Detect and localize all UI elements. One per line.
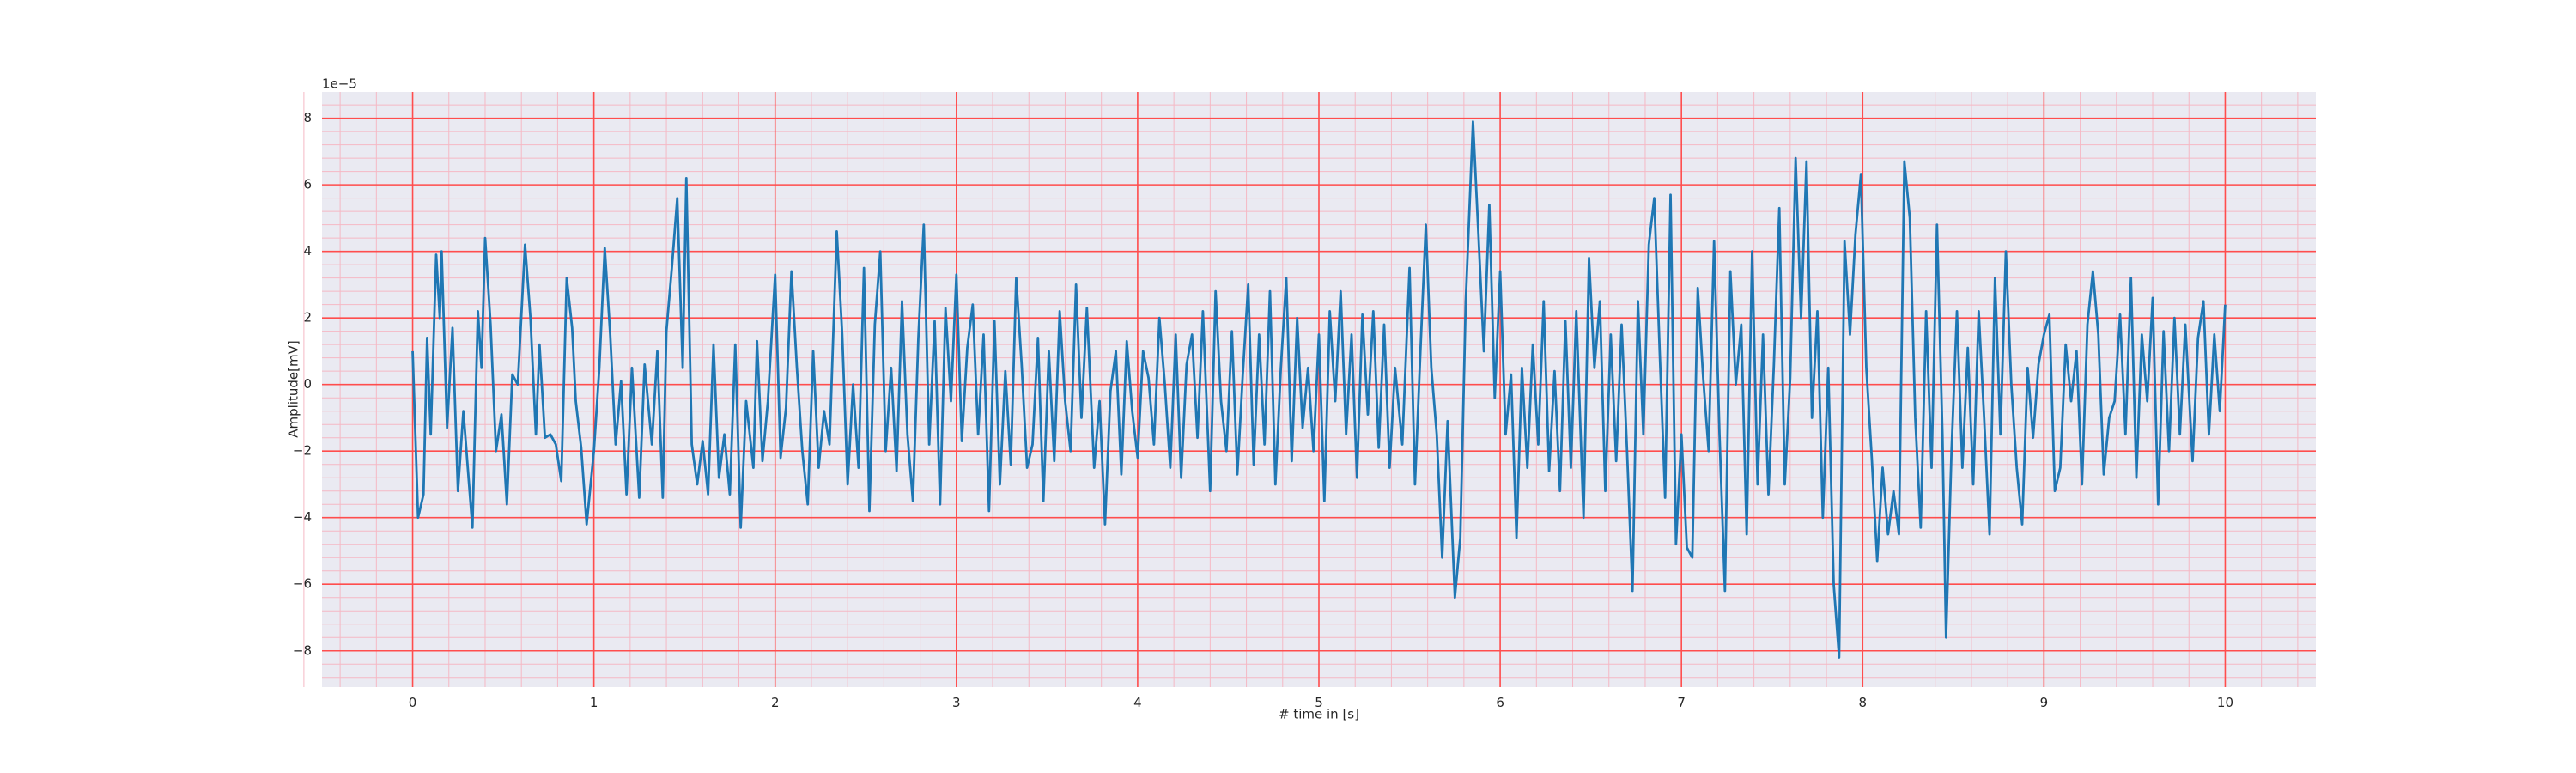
y-axis-label: Amplitude[mV] — [286, 340, 301, 437]
y-tick-label: 0 — [303, 376, 312, 392]
x-tick-label: 0 — [409, 695, 417, 710]
x-tick-label: 7 — [1677, 695, 1686, 710]
x-tick-label: 3 — [952, 695, 961, 710]
y-tick-label: −2 — [293, 443, 312, 459]
y-tick-label: 4 — [303, 243, 312, 259]
offset-text: 1e−5 — [322, 76, 357, 92]
y-tick-label: −6 — [293, 576, 312, 592]
x-tick-label: 8 — [1858, 695, 1867, 710]
x-tick-label: 10 — [2217, 695, 2233, 710]
x-axis-label: # time in [s] — [1279, 707, 1359, 722]
x-tick-label: 6 — [1496, 695, 1504, 710]
y-tick-label: 2 — [303, 310, 312, 326]
x-tick-label: 1 — [590, 695, 598, 710]
y-tick-label: 6 — [303, 177, 312, 192]
y-tick-label: −4 — [293, 509, 312, 525]
y-tick-label: 8 — [303, 110, 312, 125]
x-tick-label: 2 — [771, 695, 780, 710]
signal-line — [411, 120, 2227, 659]
y-tick-label: −8 — [293, 642, 312, 658]
plot-area — [411, 120, 2227, 659]
x-tick-label: 4 — [1133, 695, 1142, 710]
x-tick-label: 9 — [2040, 695, 2049, 710]
x-tick-label: 5 — [1315, 695, 1323, 710]
